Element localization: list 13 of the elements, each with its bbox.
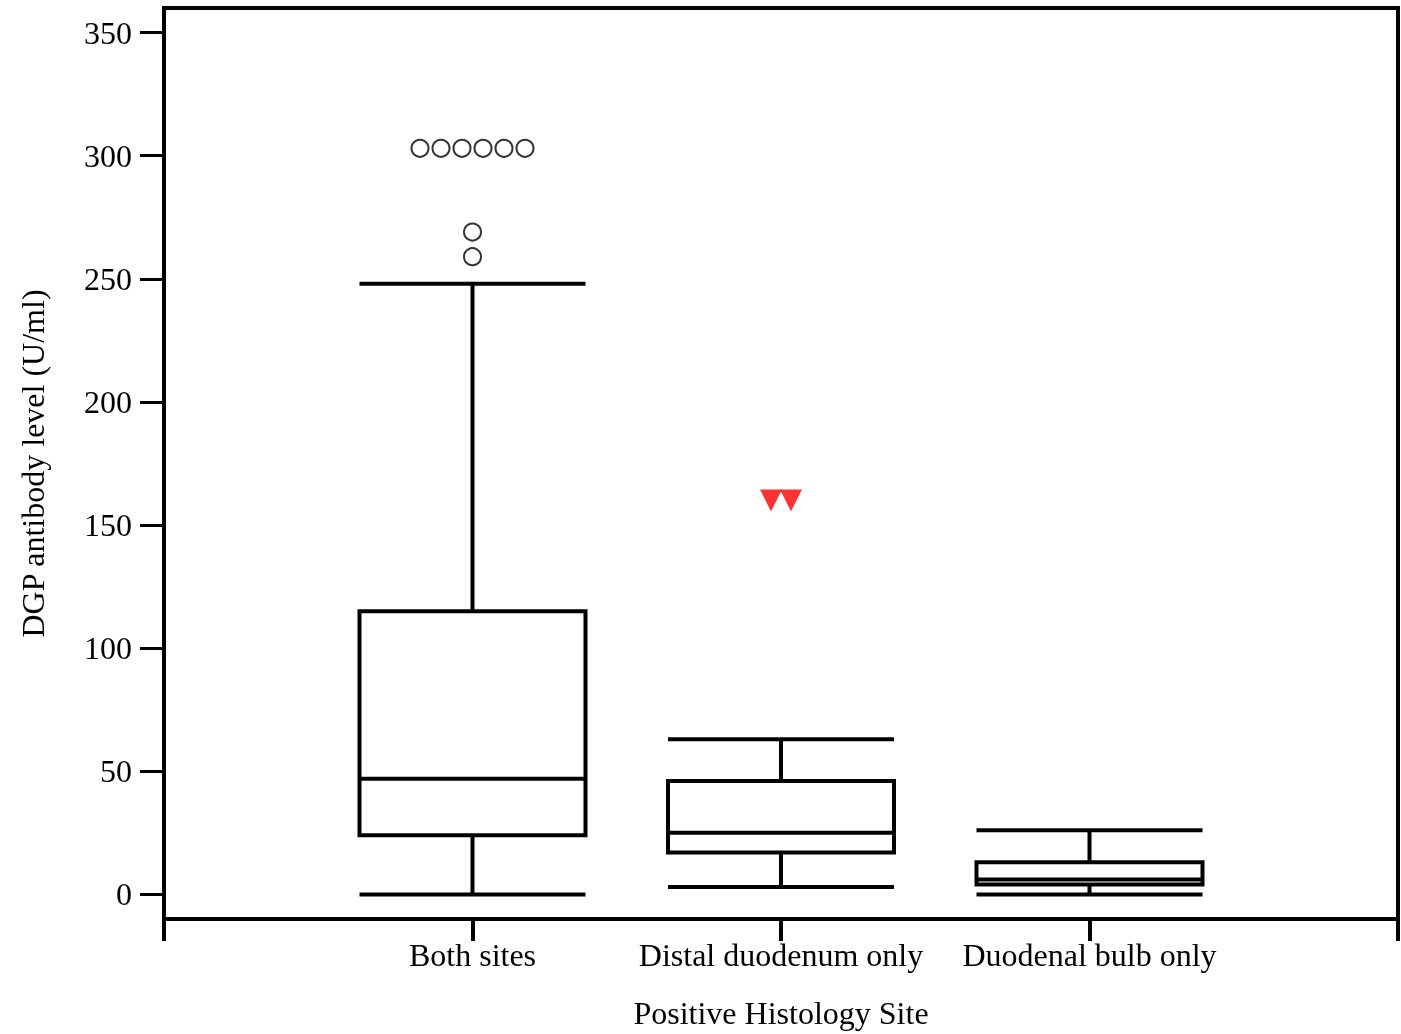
y-tick-label: 0 — [116, 876, 132, 913]
y-tick-label: 300 — [84, 137, 132, 174]
x-tick-label: Both sites — [408, 937, 537, 973]
y-tick-label: 250 — [84, 260, 132, 297]
x-tick-label: Duodenal bulb only — [962, 937, 1217, 973]
y-tick-label: 150 — [84, 507, 132, 544]
y-tick-label: 100 — [84, 630, 132, 667]
y-tick-label: 350 — [84, 14, 132, 51]
x-axis-title: Positive Histology Site — [633, 995, 929, 1031]
y-tick-label: 50 — [100, 753, 132, 790]
y-axis-title: DGP antibody level (U/ml) — [15, 289, 51, 638]
x-tick-label: Distal duodenum only — [638, 937, 924, 973]
y-tick-label: 200 — [84, 383, 132, 420]
